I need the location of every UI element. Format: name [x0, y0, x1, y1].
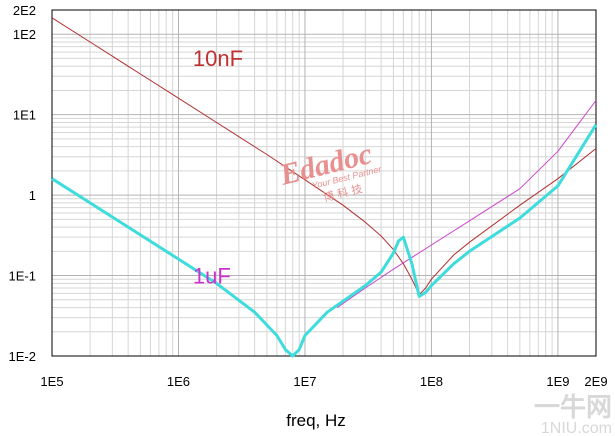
x-tick-label: 1E9: [546, 374, 569, 389]
series-line-2: [336, 100, 597, 309]
y-tick-label: 1: [29, 188, 36, 203]
corner-logo: 一牛网: [534, 392, 612, 422]
y-tick-label: 1E2: [13, 27, 36, 42]
x-axis-title: freq, Hz: [286, 411, 346, 430]
x-tick-label: 2E9: [584, 374, 607, 389]
plot-frame: [51, 9, 597, 357]
y-tick-label: 1E1: [13, 108, 36, 123]
y-tick-labels: 1E-2 1E-1 1 1E1 1E2 2E2: [9, 3, 36, 364]
x-tick-labels: 1E5 1E6 1E7 1E8 1E9 2E9: [40, 374, 607, 389]
annotations: 10nF 1uF: [193, 46, 243, 288]
y-tick-label: 1E-1: [9, 269, 36, 284]
corner-url: 1NIU.com: [541, 420, 612, 436]
x-tick-label: 1E6: [167, 374, 190, 389]
x-tick-label: 1E5: [40, 374, 63, 389]
x-tick-label: 1E7: [293, 374, 316, 389]
y-tick-label: 1E-2: [9, 349, 36, 364]
series-layer: [51, 17, 598, 358]
corner-watermark: 一牛网 1NIU.com: [534, 392, 612, 436]
y-tick-label: 2E2: [13, 3, 36, 18]
x-tick-label: 1E8: [420, 374, 443, 389]
grid-minor: [52, 9, 597, 356]
annotation-1: 10nF: [193, 46, 243, 71]
annotation-2: 1uF: [193, 263, 231, 288]
series-line-3: [51, 123, 598, 358]
